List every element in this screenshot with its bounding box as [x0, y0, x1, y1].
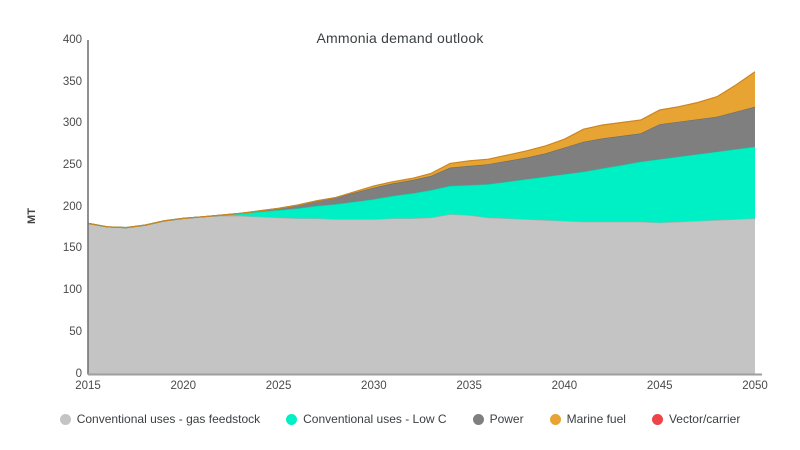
legend-label: Conventional uses - gas feedstock: [76, 412, 261, 426]
legend-label: Vector/carrier: [668, 412, 741, 426]
x-tick-label: 2020: [170, 380, 197, 392]
area-edge-marine-fuel: [87, 71, 756, 229]
x-tick-label: 2015: [75, 380, 101, 392]
x-tick-label: 2030: [361, 380, 387, 392]
y-tick-label: 50: [69, 325, 82, 338]
y-tick-label: 250: [62, 159, 82, 172]
y-tick-label: 300: [62, 117, 82, 130]
legend-item-conventional-uses-gas-feedstock: Conventional uses - gas feedstock: [59, 412, 261, 426]
legend-item-vector-carrier: Vector/carrier: [651, 412, 741, 426]
y-tick-label: 0: [75, 367, 82, 380]
x-tick-label: 2040: [551, 380, 578, 392]
x-tick-label: 2045: [646, 380, 673, 392]
y-tick-label: 200: [62, 200, 82, 213]
legend-item-conventional-uses-low-c: Conventional uses - Low C: [286, 412, 447, 426]
legend-dot-icon: [59, 413, 71, 425]
legend-dot-icon: [472, 413, 484, 425]
chart-title: Ammonia demand outlook: [316, 30, 484, 46]
x-tick-label: 2025: [265, 380, 292, 392]
legend-label: Conventional uses - Low C: [303, 412, 447, 426]
y-tick-label: 100: [62, 284, 82, 297]
legend-dot-icon: [651, 413, 663, 425]
y-tick-label: 400: [62, 34, 82, 46]
legend-label: Power: [489, 412, 524, 426]
legend-label: Marine fuel: [566, 412, 626, 426]
x-tick-label: 2050: [742, 380, 768, 392]
legend-item-marine-fuel: Marine fuel: [549, 412, 626, 426]
legend-dot-icon: [549, 413, 561, 425]
y-tick-label: 150: [62, 242, 82, 255]
legend-dot-icon: [286, 413, 298, 425]
area-conventional-uses-gas-feedstock: [88, 214, 755, 374]
chart-legend: Conventional uses - gas feedstock Convent…: [0, 412, 800, 426]
legend-item-power: Power: [472, 412, 524, 426]
area-conventional-uses-low-c: [88, 146, 755, 228]
y-tick-label: 350: [62, 75, 82, 88]
x-tick-label: 2035: [456, 380, 482, 392]
